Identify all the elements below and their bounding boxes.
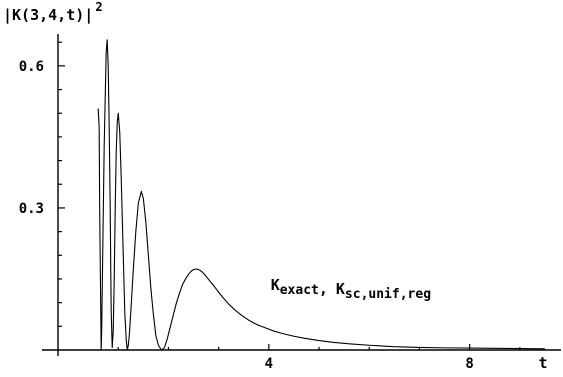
axis-ticks: 4 8 0.3 0.6 — [19, 41, 521, 372]
kernel-curve — [97, 39, 545, 351]
y-tick-label: 0.3 — [19, 201, 44, 217]
x-tick-label: 8 — [465, 356, 473, 372]
x-tick-label: 4 — [265, 356, 273, 372]
annotation-text: , — [319, 280, 328, 298]
y-axis-label: |K(3,4,t)| 2 — [3, 0, 103, 25]
annotation-subscript: exact — [280, 283, 319, 298]
curve-annotation: Kexact, Ksc,unif,reg — [271, 276, 431, 302]
annotation-subscript: sc,unif,reg — [345, 287, 431, 302]
x-axis-label: t — [538, 354, 547, 372]
annotation-text: K — [271, 276, 280, 294]
y-tick-label: 0.6 — [19, 59, 44, 75]
annotation-text: K — [336, 280, 345, 298]
